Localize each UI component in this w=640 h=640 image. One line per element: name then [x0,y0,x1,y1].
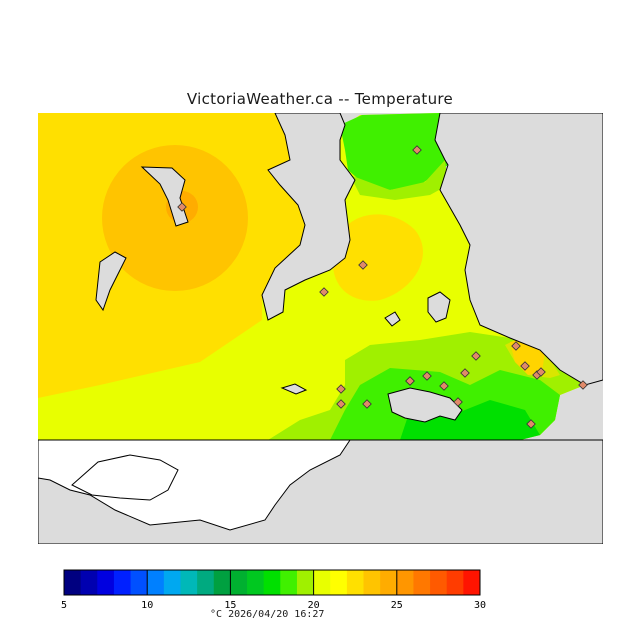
timestamp-label: 2026/04/20 16:27 [228,609,325,620]
zone-lightgreen-north [350,160,448,200]
colorbar-caption: °C 2026/04/20 16:27 [210,609,324,620]
colorbar-swatch [163,570,181,595]
station-marker[interactable] [177,202,187,212]
station-marker[interactable] [471,351,481,361]
station-marker[interactable] [520,361,530,371]
colorbar-tick-label: 10 [141,600,153,611]
colorbar-swatch [113,570,132,595]
zone-green-north [340,113,448,190]
station-marker[interactable] [336,399,346,409]
island-northwest [140,166,189,227]
colorbar-swatch [396,570,414,595]
station-marker[interactable] [578,380,588,390]
colorbar-tick-label: 25 [391,600,403,611]
colorbar-ticks: 5 10 15 20 25 30 [61,570,486,611]
white-island [71,454,179,501]
colorbar-swatch [413,570,431,595]
island-small-3 [280,383,308,395]
station-marker[interactable] [405,376,415,386]
colorbar-swatch [296,570,315,595]
colorbar-swatch [463,570,481,595]
station-marker[interactable] [422,371,432,381]
colorbar-tick-label: 30 [474,600,486,611]
colorbar-swatches [64,570,481,595]
colorbar-swatch [80,570,98,595]
colorbar-swatch [430,570,448,595]
colorbar-tick-label: 15 [224,600,236,611]
island-small-2 [384,311,401,327]
colorbar-swatch [197,570,215,595]
colorbar-swatch [313,570,331,595]
unit-label: °C [210,609,223,620]
station-marker[interactable] [453,397,463,407]
colorbar-tick-label: 5 [61,600,67,611]
colorbar-swatch [247,570,265,595]
colorbar-tick-label: 20 [308,600,320,611]
station-markers[interactable] [177,145,588,429]
zone-yellow-blob [332,214,423,301]
station-marker[interactable] [526,419,536,429]
station-marker[interactable] [319,287,329,297]
station-marker[interactable] [460,368,470,378]
station-marker[interactable] [336,384,346,394]
colorbar-swatch [363,570,381,595]
colorbar-swatch [346,570,365,595]
station-marker[interactable] [511,341,521,351]
colorbar-swatch [213,570,231,595]
colorbar-swatch [130,570,148,595]
island-west [95,251,127,312]
colorbar-swatch [180,570,198,595]
island-central [387,387,463,423]
colorbar-swatch [147,570,165,595]
colorbar-swatch [380,570,398,595]
station-marker[interactable] [439,381,449,391]
station-marker[interactable] [536,367,546,377]
island-small-1 [427,291,451,323]
colorbar-swatch [64,570,82,595]
land-central [261,113,356,321]
colorbar-swatch [280,570,298,595]
land-east [434,113,603,386]
colorbar-swatch [263,570,281,595]
colorbar-swatch [446,570,464,595]
temperature-map[interactable] [0,0,640,560]
station-marker[interactable] [358,260,368,270]
station-marker[interactable] [412,145,422,155]
station-marker[interactable] [362,399,372,409]
colorbar-swatch [97,570,115,595]
map-title: VictoriaWeather.ca -- Temperature [186,90,454,108]
colorbar-swatch [330,570,348,595]
colorbar-swatch [230,570,248,595]
